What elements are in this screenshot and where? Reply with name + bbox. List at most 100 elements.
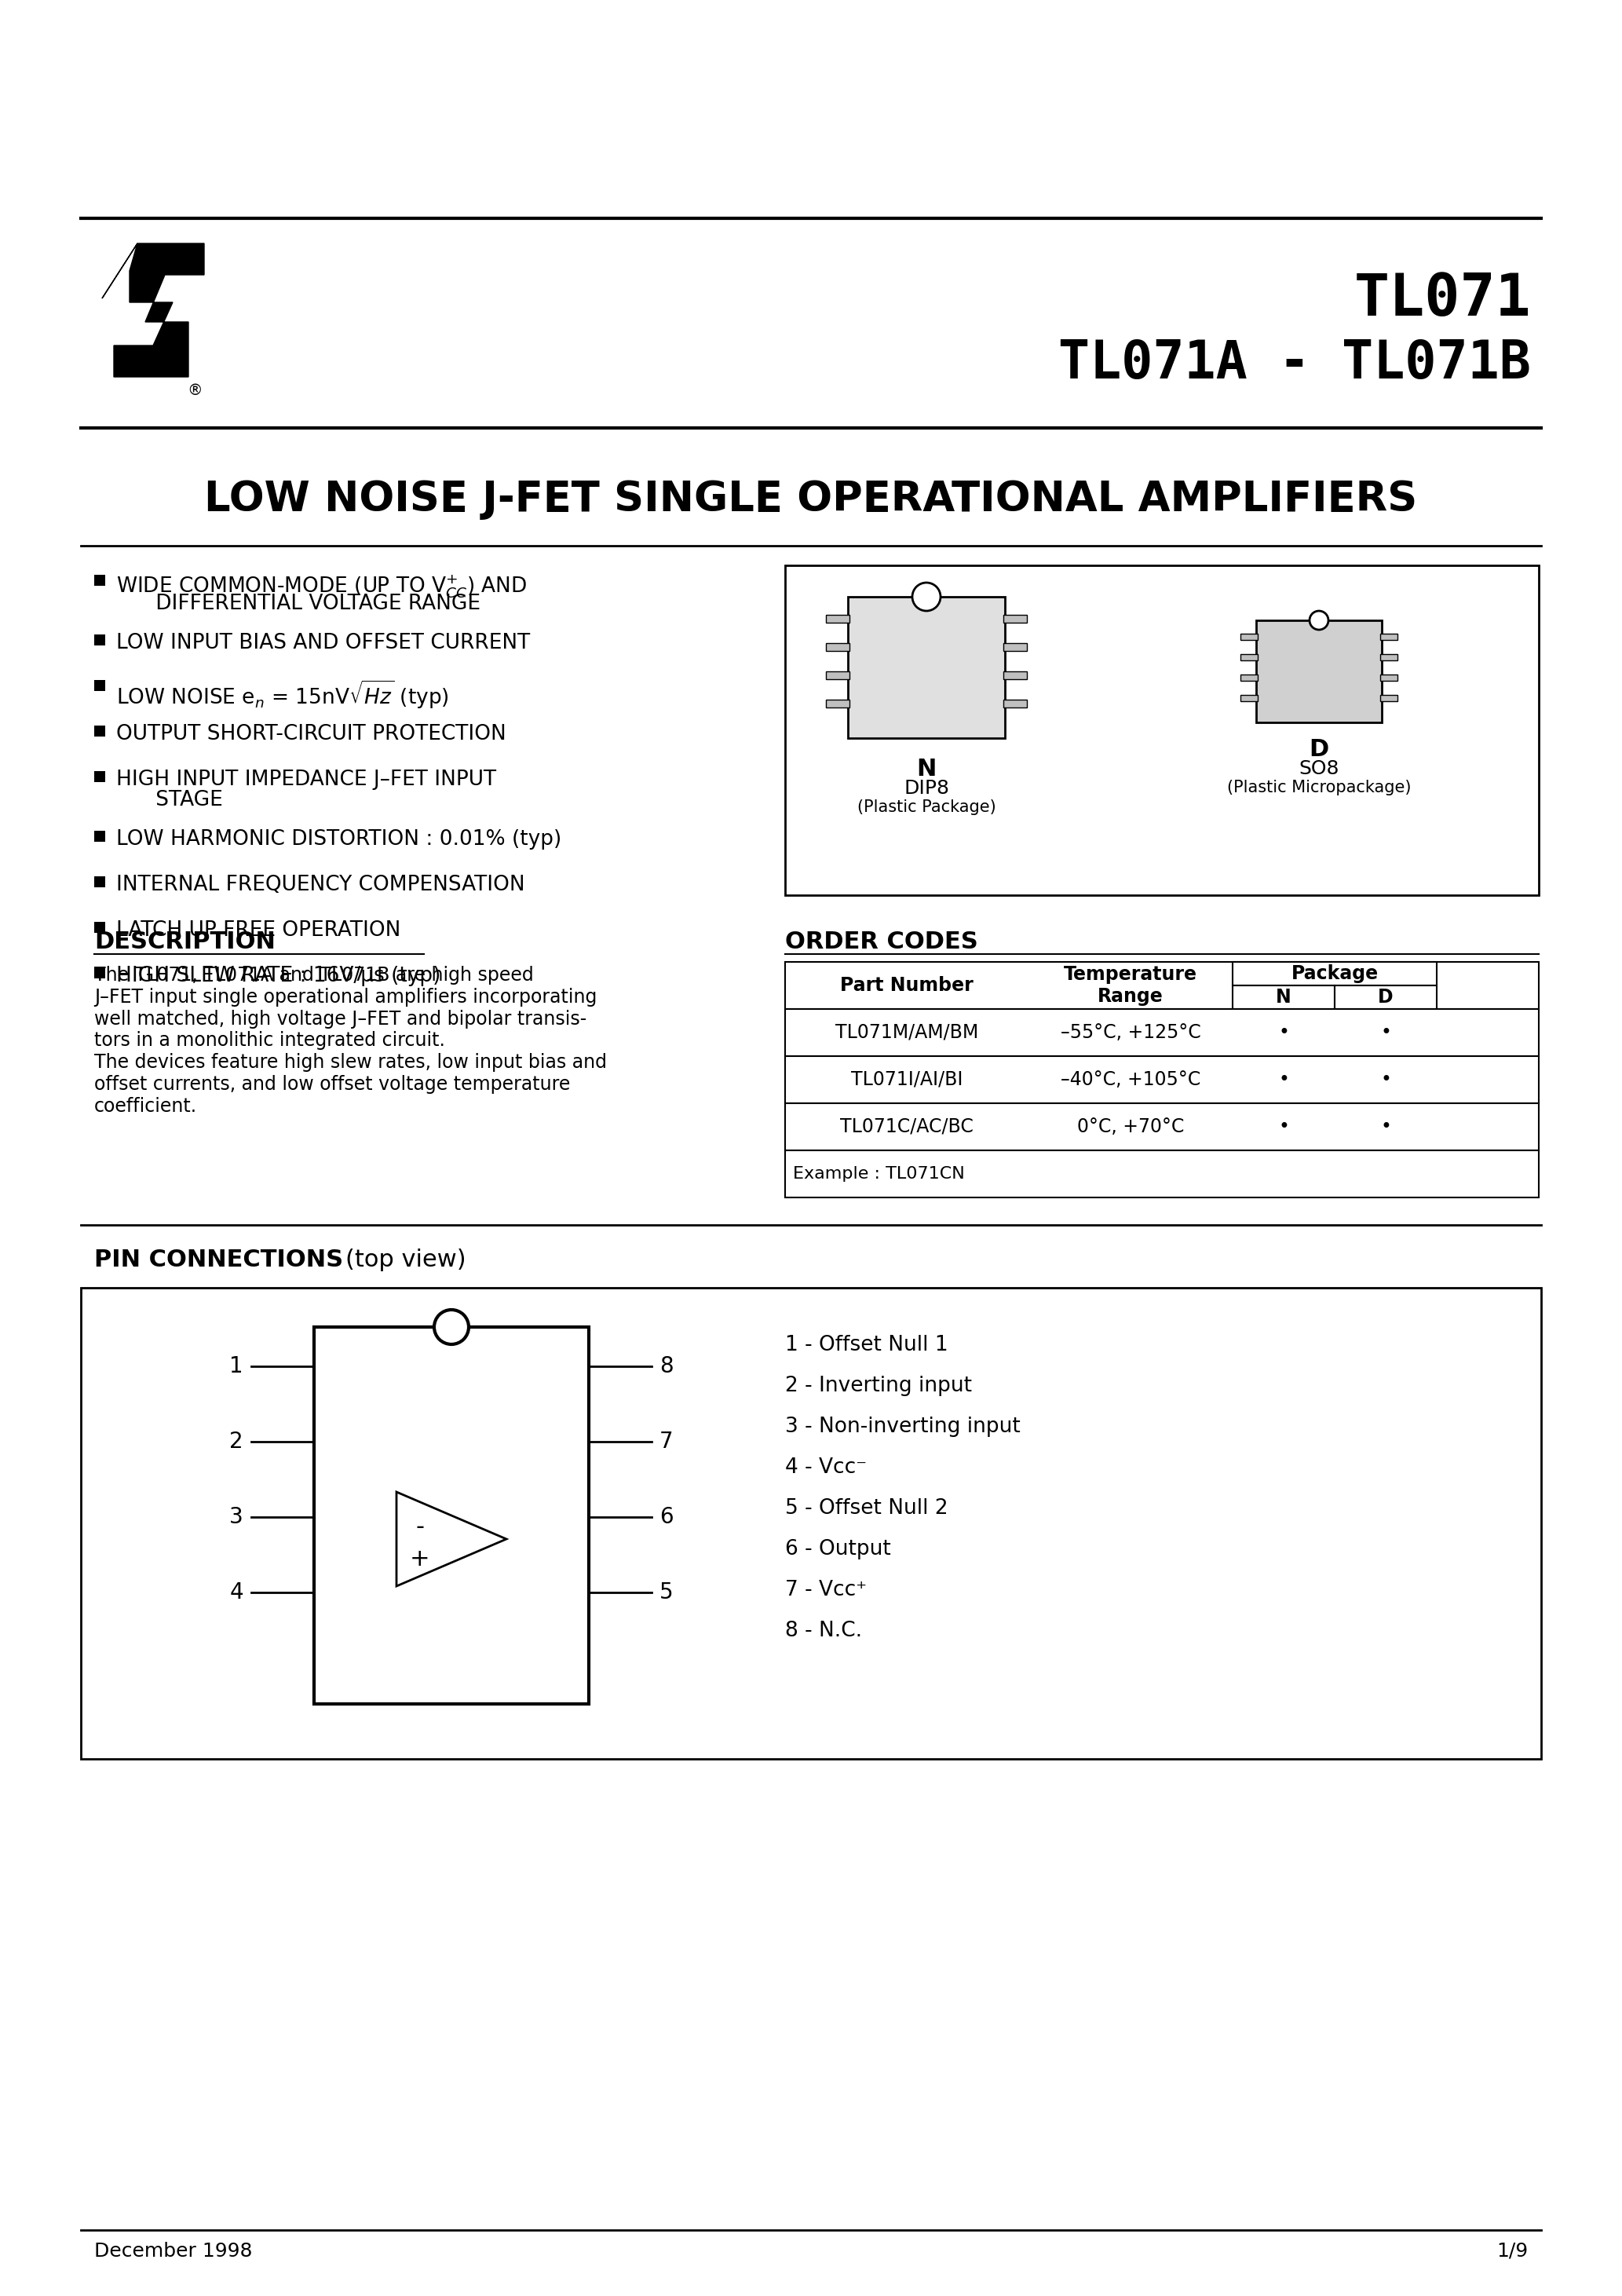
Text: Temperature
Range: Temperature Range bbox=[1064, 964, 1197, 1006]
Text: 3: 3 bbox=[229, 1506, 243, 1529]
Text: +: + bbox=[410, 1548, 430, 1570]
Bar bbox=[1255, 620, 1382, 723]
Bar bbox=[1241, 696, 1257, 700]
Bar bbox=[848, 597, 1006, 737]
Text: 8: 8 bbox=[660, 1355, 673, 1378]
Text: N: N bbox=[1277, 987, 1291, 1006]
Text: The TL071, TL071A and TL071B are high speed
J–FET input single operational ampli: The TL071, TL071A and TL071B are high sp… bbox=[94, 967, 607, 1116]
Bar bbox=[785, 1104, 1539, 1150]
Bar bbox=[94, 726, 105, 737]
Text: HIGH SLEW RATE : 16V/μs (typ): HIGH SLEW RATE : 16V/μs (typ) bbox=[117, 967, 441, 987]
Bar bbox=[826, 643, 850, 652]
Bar bbox=[785, 565, 1539, 895]
Text: (top view): (top view) bbox=[345, 1249, 466, 1272]
Bar bbox=[1233, 962, 1437, 985]
Bar bbox=[94, 877, 105, 886]
Text: OUTPUT SHORT-CIRCUIT PROTECTION: OUTPUT SHORT-CIRCUIT PROTECTION bbox=[117, 723, 506, 744]
Bar bbox=[94, 634, 105, 645]
Text: •: • bbox=[1380, 1118, 1392, 1137]
Polygon shape bbox=[102, 243, 204, 377]
Text: 3 - Non-inverting input: 3 - Non-inverting input bbox=[785, 1417, 1020, 1437]
Text: •: • bbox=[1278, 1070, 1289, 1088]
Text: December 1998: December 1998 bbox=[94, 2241, 253, 2262]
Bar bbox=[94, 831, 105, 843]
Text: TL071C/AC/BC: TL071C/AC/BC bbox=[840, 1118, 973, 1137]
Polygon shape bbox=[396, 1492, 506, 1587]
Text: 4 - Vcc⁻: 4 - Vcc⁻ bbox=[785, 1458, 866, 1479]
Bar bbox=[785, 1056, 1539, 1104]
Text: HIGH INPUT IMPEDANCE J–FET INPUT: HIGH INPUT IMPEDANCE J–FET INPUT bbox=[117, 769, 496, 790]
Text: –40°C, +105°C: –40°C, +105°C bbox=[1061, 1070, 1200, 1088]
Text: 2: 2 bbox=[230, 1430, 243, 1453]
Bar bbox=[1241, 654, 1257, 661]
Bar bbox=[826, 670, 850, 680]
Text: LOW INPUT BIAS AND OFFSET CURRENT: LOW INPUT BIAS AND OFFSET CURRENT bbox=[117, 634, 530, 654]
Text: 8 - N.C.: 8 - N.C. bbox=[785, 1621, 863, 1642]
Text: Package: Package bbox=[1291, 964, 1379, 983]
Bar bbox=[1380, 634, 1398, 641]
Text: N: N bbox=[916, 758, 936, 781]
Text: ®: ® bbox=[187, 383, 203, 397]
Bar bbox=[1004, 643, 1027, 652]
Text: DESCRIPTION: DESCRIPTION bbox=[94, 930, 276, 953]
Text: •: • bbox=[1380, 1070, 1392, 1088]
Text: SO8: SO8 bbox=[1299, 760, 1340, 778]
Bar bbox=[94, 923, 105, 932]
Text: 6 - Output: 6 - Output bbox=[785, 1538, 890, 1559]
Text: LOW NOISE J-FET SINGLE OPERATIONAL AMPLIFIERS: LOW NOISE J-FET SINGLE OPERATIONAL AMPLI… bbox=[204, 480, 1418, 519]
Text: 7 - Vcc⁺: 7 - Vcc⁺ bbox=[785, 1580, 866, 1600]
Circle shape bbox=[435, 1309, 469, 1343]
Bar bbox=[1335, 985, 1437, 1008]
Text: 6: 6 bbox=[660, 1506, 673, 1529]
Text: (Plastic Package): (Plastic Package) bbox=[856, 799, 996, 815]
Text: •: • bbox=[1380, 1024, 1392, 1042]
Bar bbox=[1004, 670, 1027, 680]
Text: •: • bbox=[1278, 1118, 1289, 1137]
Text: 1 - Offset Null 1: 1 - Offset Null 1 bbox=[785, 1334, 949, 1355]
Bar bbox=[785, 962, 1539, 1008]
Text: -: - bbox=[415, 1515, 425, 1538]
Text: LOW NOISE e$_n$ = 15nV$\sqrt{Hz}$ (typ): LOW NOISE e$_n$ = 15nV$\sqrt{Hz}$ (typ) bbox=[117, 677, 449, 709]
Bar bbox=[1380, 675, 1398, 682]
Text: 2 - Inverting input: 2 - Inverting input bbox=[785, 1375, 972, 1396]
Text: 5: 5 bbox=[660, 1582, 673, 1603]
Bar bbox=[315, 1327, 589, 1704]
Text: 1: 1 bbox=[230, 1355, 243, 1378]
Bar bbox=[1004, 615, 1027, 622]
Bar bbox=[1241, 675, 1257, 682]
Text: INTERNAL FREQUENCY COMPENSATION: INTERNAL FREQUENCY COMPENSATION bbox=[117, 875, 526, 895]
Text: PIN CONNECTIONS: PIN CONNECTIONS bbox=[94, 1249, 352, 1272]
Text: Part Number: Part Number bbox=[840, 976, 973, 994]
Text: 0°C, +70°C: 0°C, +70°C bbox=[1077, 1118, 1184, 1137]
Text: ORDER CODES: ORDER CODES bbox=[785, 930, 978, 953]
Text: (Plastic Micropackage): (Plastic Micropackage) bbox=[1226, 781, 1411, 794]
Text: DIP8: DIP8 bbox=[903, 778, 949, 797]
Text: LOW HARMONIC DISTORTION : 0.01% (typ): LOW HARMONIC DISTORTION : 0.01% (typ) bbox=[117, 829, 561, 850]
Text: Example : TL071CN: Example : TL071CN bbox=[793, 1166, 965, 1182]
Text: TL071: TL071 bbox=[1354, 271, 1531, 328]
Text: 4: 4 bbox=[230, 1582, 243, 1603]
Bar bbox=[1241, 634, 1257, 641]
Bar bbox=[826, 615, 850, 622]
Text: TL071A - TL071B: TL071A - TL071B bbox=[1059, 338, 1531, 390]
Circle shape bbox=[1309, 611, 1328, 629]
Text: STAGE: STAGE bbox=[117, 790, 222, 810]
Text: LATCH UP FREE OPERATION: LATCH UP FREE OPERATION bbox=[117, 921, 401, 941]
Text: WIDE COMMON-MODE (UP TO V$_{CC}^{+}$) AND: WIDE COMMON-MODE (UP TO V$_{CC}^{+}$) AN… bbox=[117, 574, 527, 599]
Bar bbox=[785, 1150, 1539, 1199]
Text: 7: 7 bbox=[660, 1430, 673, 1453]
Text: D: D bbox=[1379, 987, 1393, 1006]
Circle shape bbox=[912, 583, 941, 611]
Text: 1/9: 1/9 bbox=[1495, 2241, 1528, 2262]
Bar bbox=[785, 1008, 1539, 1056]
Bar bbox=[94, 680, 105, 691]
Text: D: D bbox=[1309, 737, 1328, 760]
Text: TL071M/AM/BM: TL071M/AM/BM bbox=[835, 1024, 978, 1042]
Bar bbox=[1380, 654, 1398, 661]
Text: 5 - Offset Null 2: 5 - Offset Null 2 bbox=[785, 1499, 949, 1518]
Bar bbox=[81, 1288, 1541, 1759]
Text: –55°C, +125°C: –55°C, +125°C bbox=[1061, 1024, 1200, 1042]
Bar bbox=[94, 967, 105, 978]
Text: TL071I/AI/BI: TL071I/AI/BI bbox=[852, 1070, 963, 1088]
Bar bbox=[1233, 985, 1335, 1008]
